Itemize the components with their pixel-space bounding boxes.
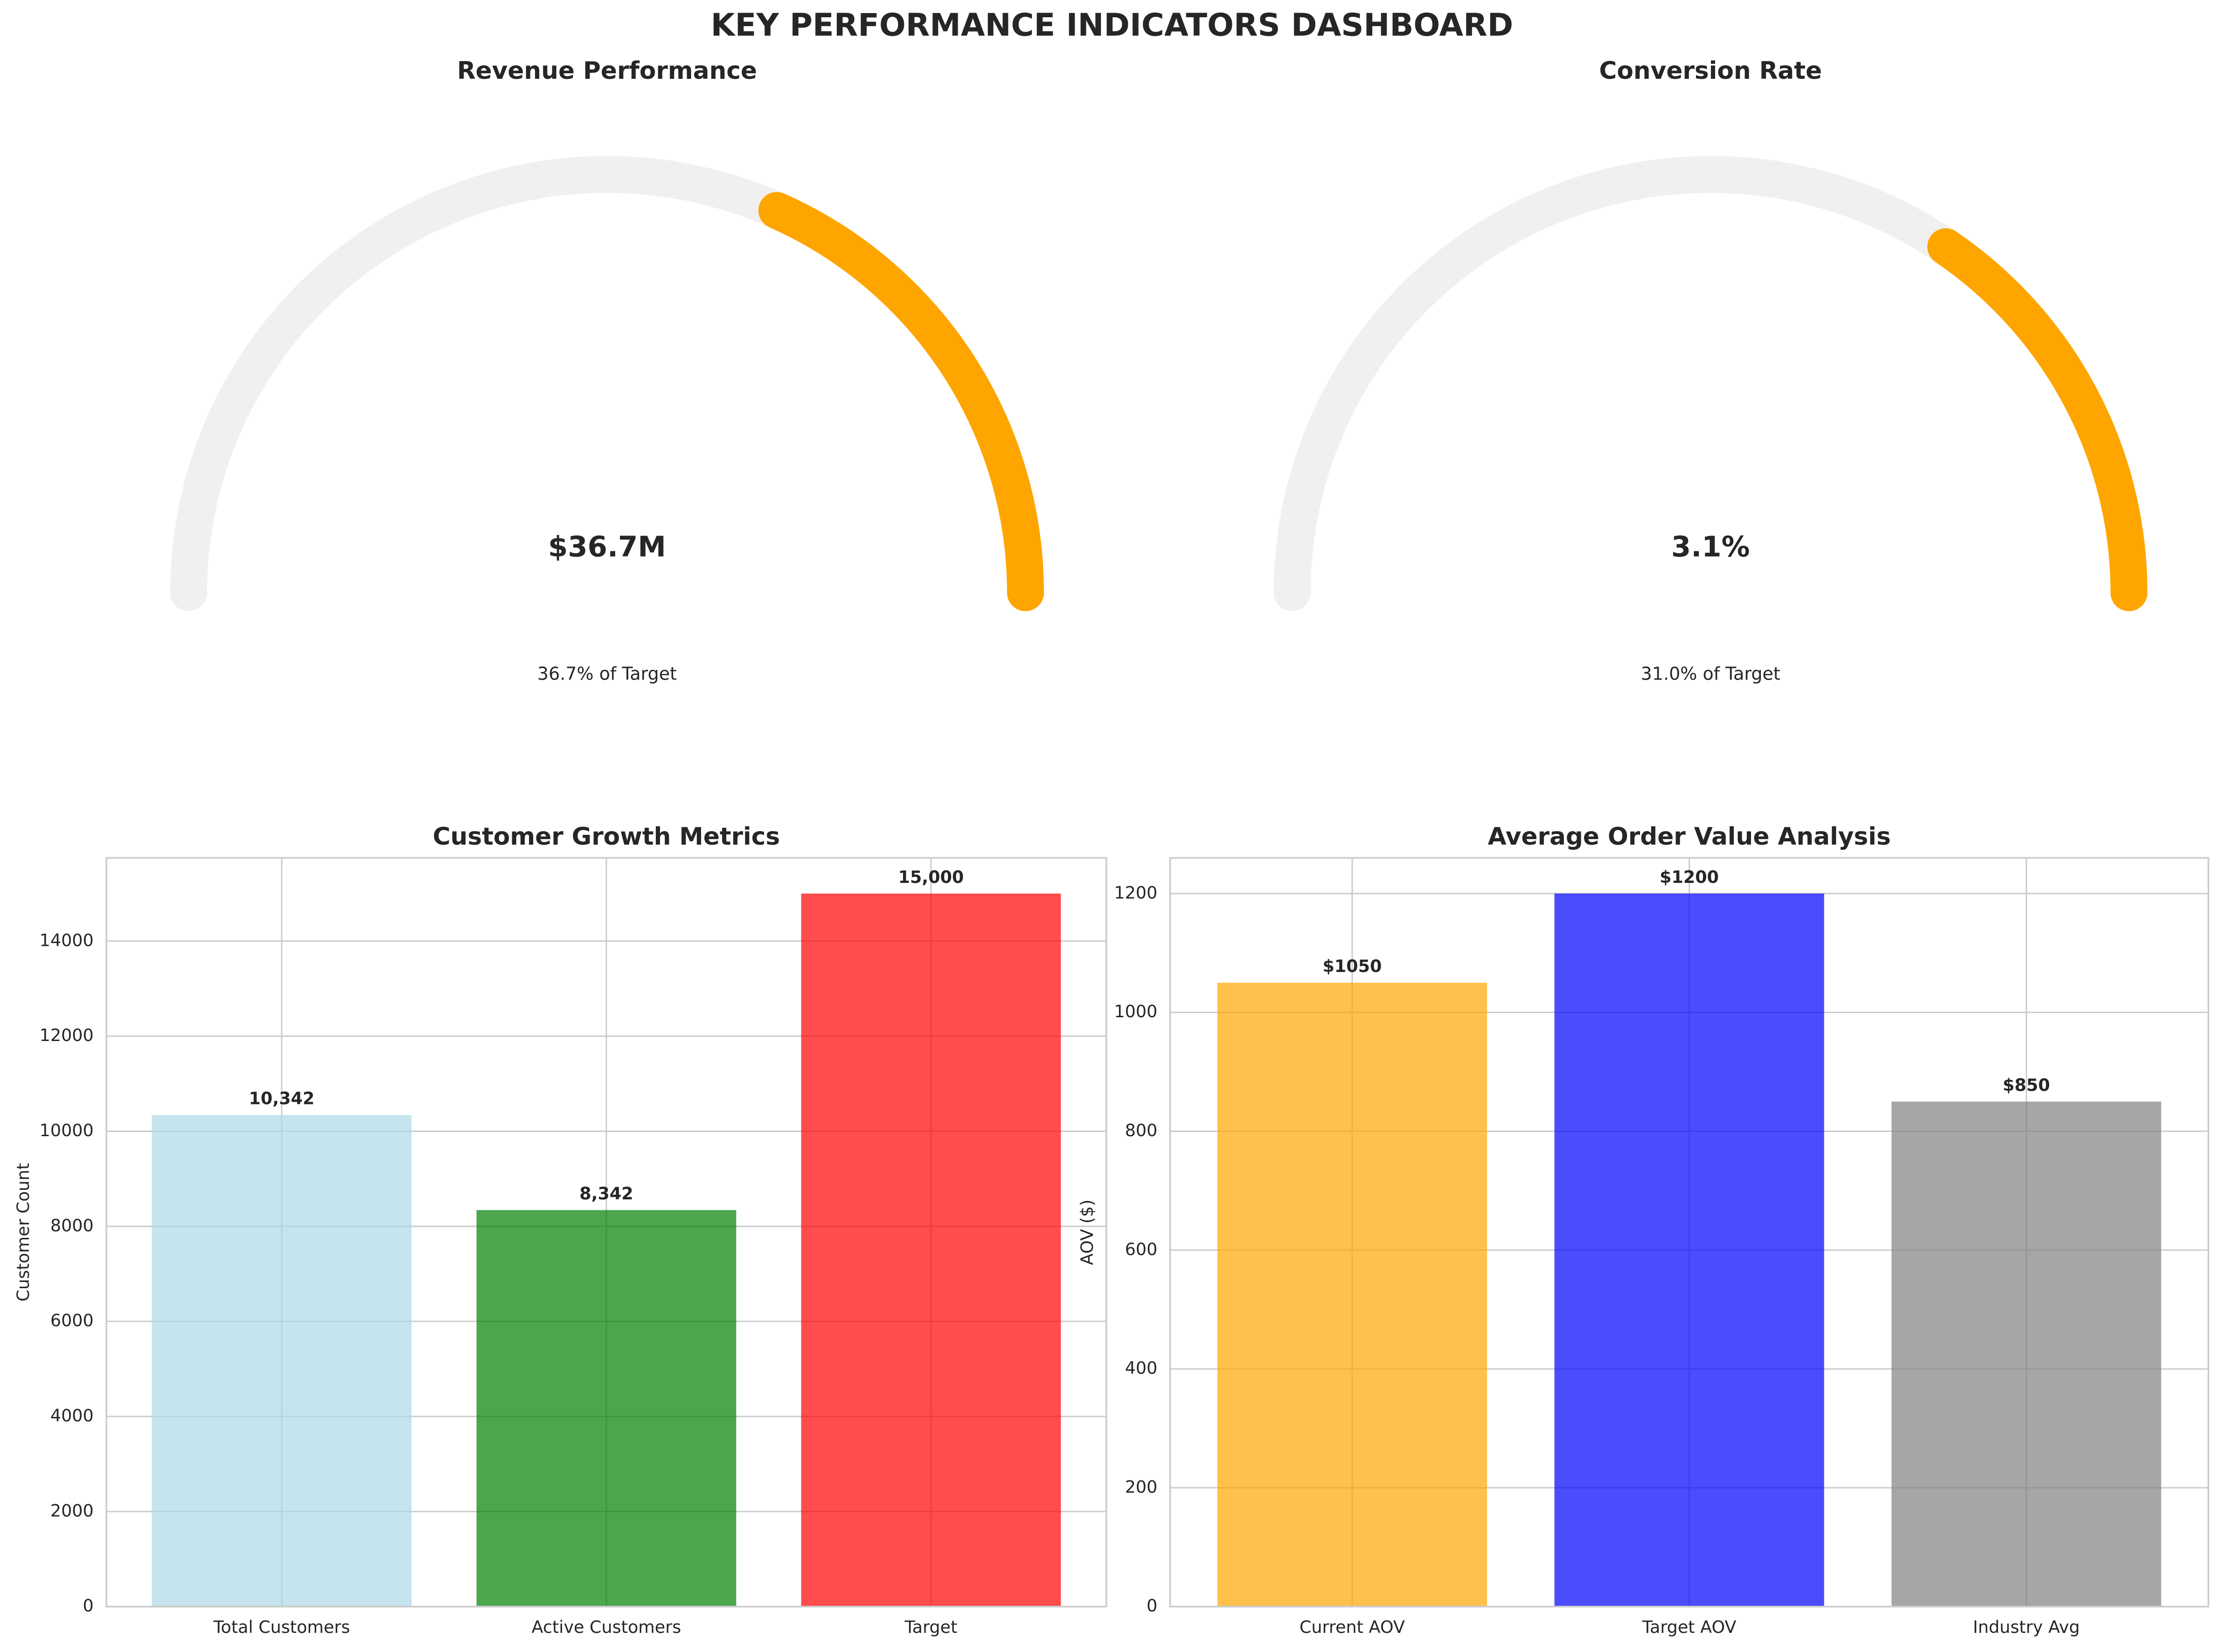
value-label: $850 <box>2003 1075 2050 1095</box>
bar <box>1217 982 1487 1607</box>
y-tick-label: 1000 <box>1114 1001 1157 1021</box>
x-tick-label: Target <box>904 1617 958 1637</box>
dashboard-title: KEY PERFORMANCE INDICATORS DASHBOARD <box>711 7 1513 43</box>
axes-frame <box>105 857 1107 1608</box>
y-tick-label: 800 <box>1125 1120 1158 1140</box>
value-label: $1200 <box>1660 867 1719 887</box>
gauge-value: 3.1% <box>1671 531 1750 563</box>
y-tick-label: 200 <box>1125 1477 1158 1497</box>
y-tick-label: 14000 <box>40 930 94 950</box>
gauge-arc <box>1927 228 2148 611</box>
gauge-value: $36.7M <box>548 531 666 563</box>
chart-title: Customer Growth Metrics <box>433 823 780 851</box>
value-label: $1050 <box>1322 956 1382 976</box>
gauge-track <box>1273 156 2148 611</box>
x-tick-label: Current AOV <box>1300 1617 1405 1637</box>
y-tick-label: 400 <box>1125 1358 1158 1378</box>
chart-title: Average Order Value Analysis <box>1488 823 1891 851</box>
value-label: 15,000 <box>898 867 964 887</box>
x-tick-label: Active Customers <box>532 1617 681 1637</box>
bar <box>1891 1101 2161 1607</box>
y-tick-label: 8000 <box>50 1215 94 1236</box>
gauge-percent: 36.7% of Target <box>537 664 677 684</box>
bar <box>152 1115 412 1607</box>
gauge-title: Revenue Performance <box>457 57 757 85</box>
gauge-arc <box>758 192 1044 611</box>
value-label: 8,342 <box>579 1184 633 1204</box>
x-tick-label: Industry Avg <box>1973 1617 2080 1637</box>
y-tick-label: 600 <box>1125 1239 1158 1259</box>
y-axis-label: Customer Count <box>13 1163 33 1302</box>
y-tick-label: 12000 <box>40 1025 94 1045</box>
y-tick-label: 10000 <box>40 1120 94 1140</box>
bar <box>476 1210 737 1607</box>
axes-frame <box>1169 857 2210 1608</box>
y-tick-label: 2000 <box>50 1500 94 1520</box>
value-label: 10,342 <box>249 1089 315 1109</box>
x-tick-label: Target AOV <box>1642 1617 1737 1637</box>
gauge-percent: 31.0% of Target <box>1641 664 1780 684</box>
gauge-track <box>170 156 1044 611</box>
y-axis-label: AOV ($) <box>1077 1200 1097 1265</box>
y-tick-label: 1200 <box>1114 882 1157 902</box>
y-tick-label: 0 <box>1147 1596 1157 1616</box>
y-tick-label: 4000 <box>50 1406 94 1426</box>
bar <box>801 893 1061 1607</box>
x-tick-label: Total Customers <box>213 1617 350 1637</box>
gauge-title: Conversion Rate <box>1599 57 1822 85</box>
bar <box>1554 893 1824 1607</box>
y-tick-label: 6000 <box>50 1311 94 1331</box>
y-tick-label: 0 <box>83 1596 93 1616</box>
